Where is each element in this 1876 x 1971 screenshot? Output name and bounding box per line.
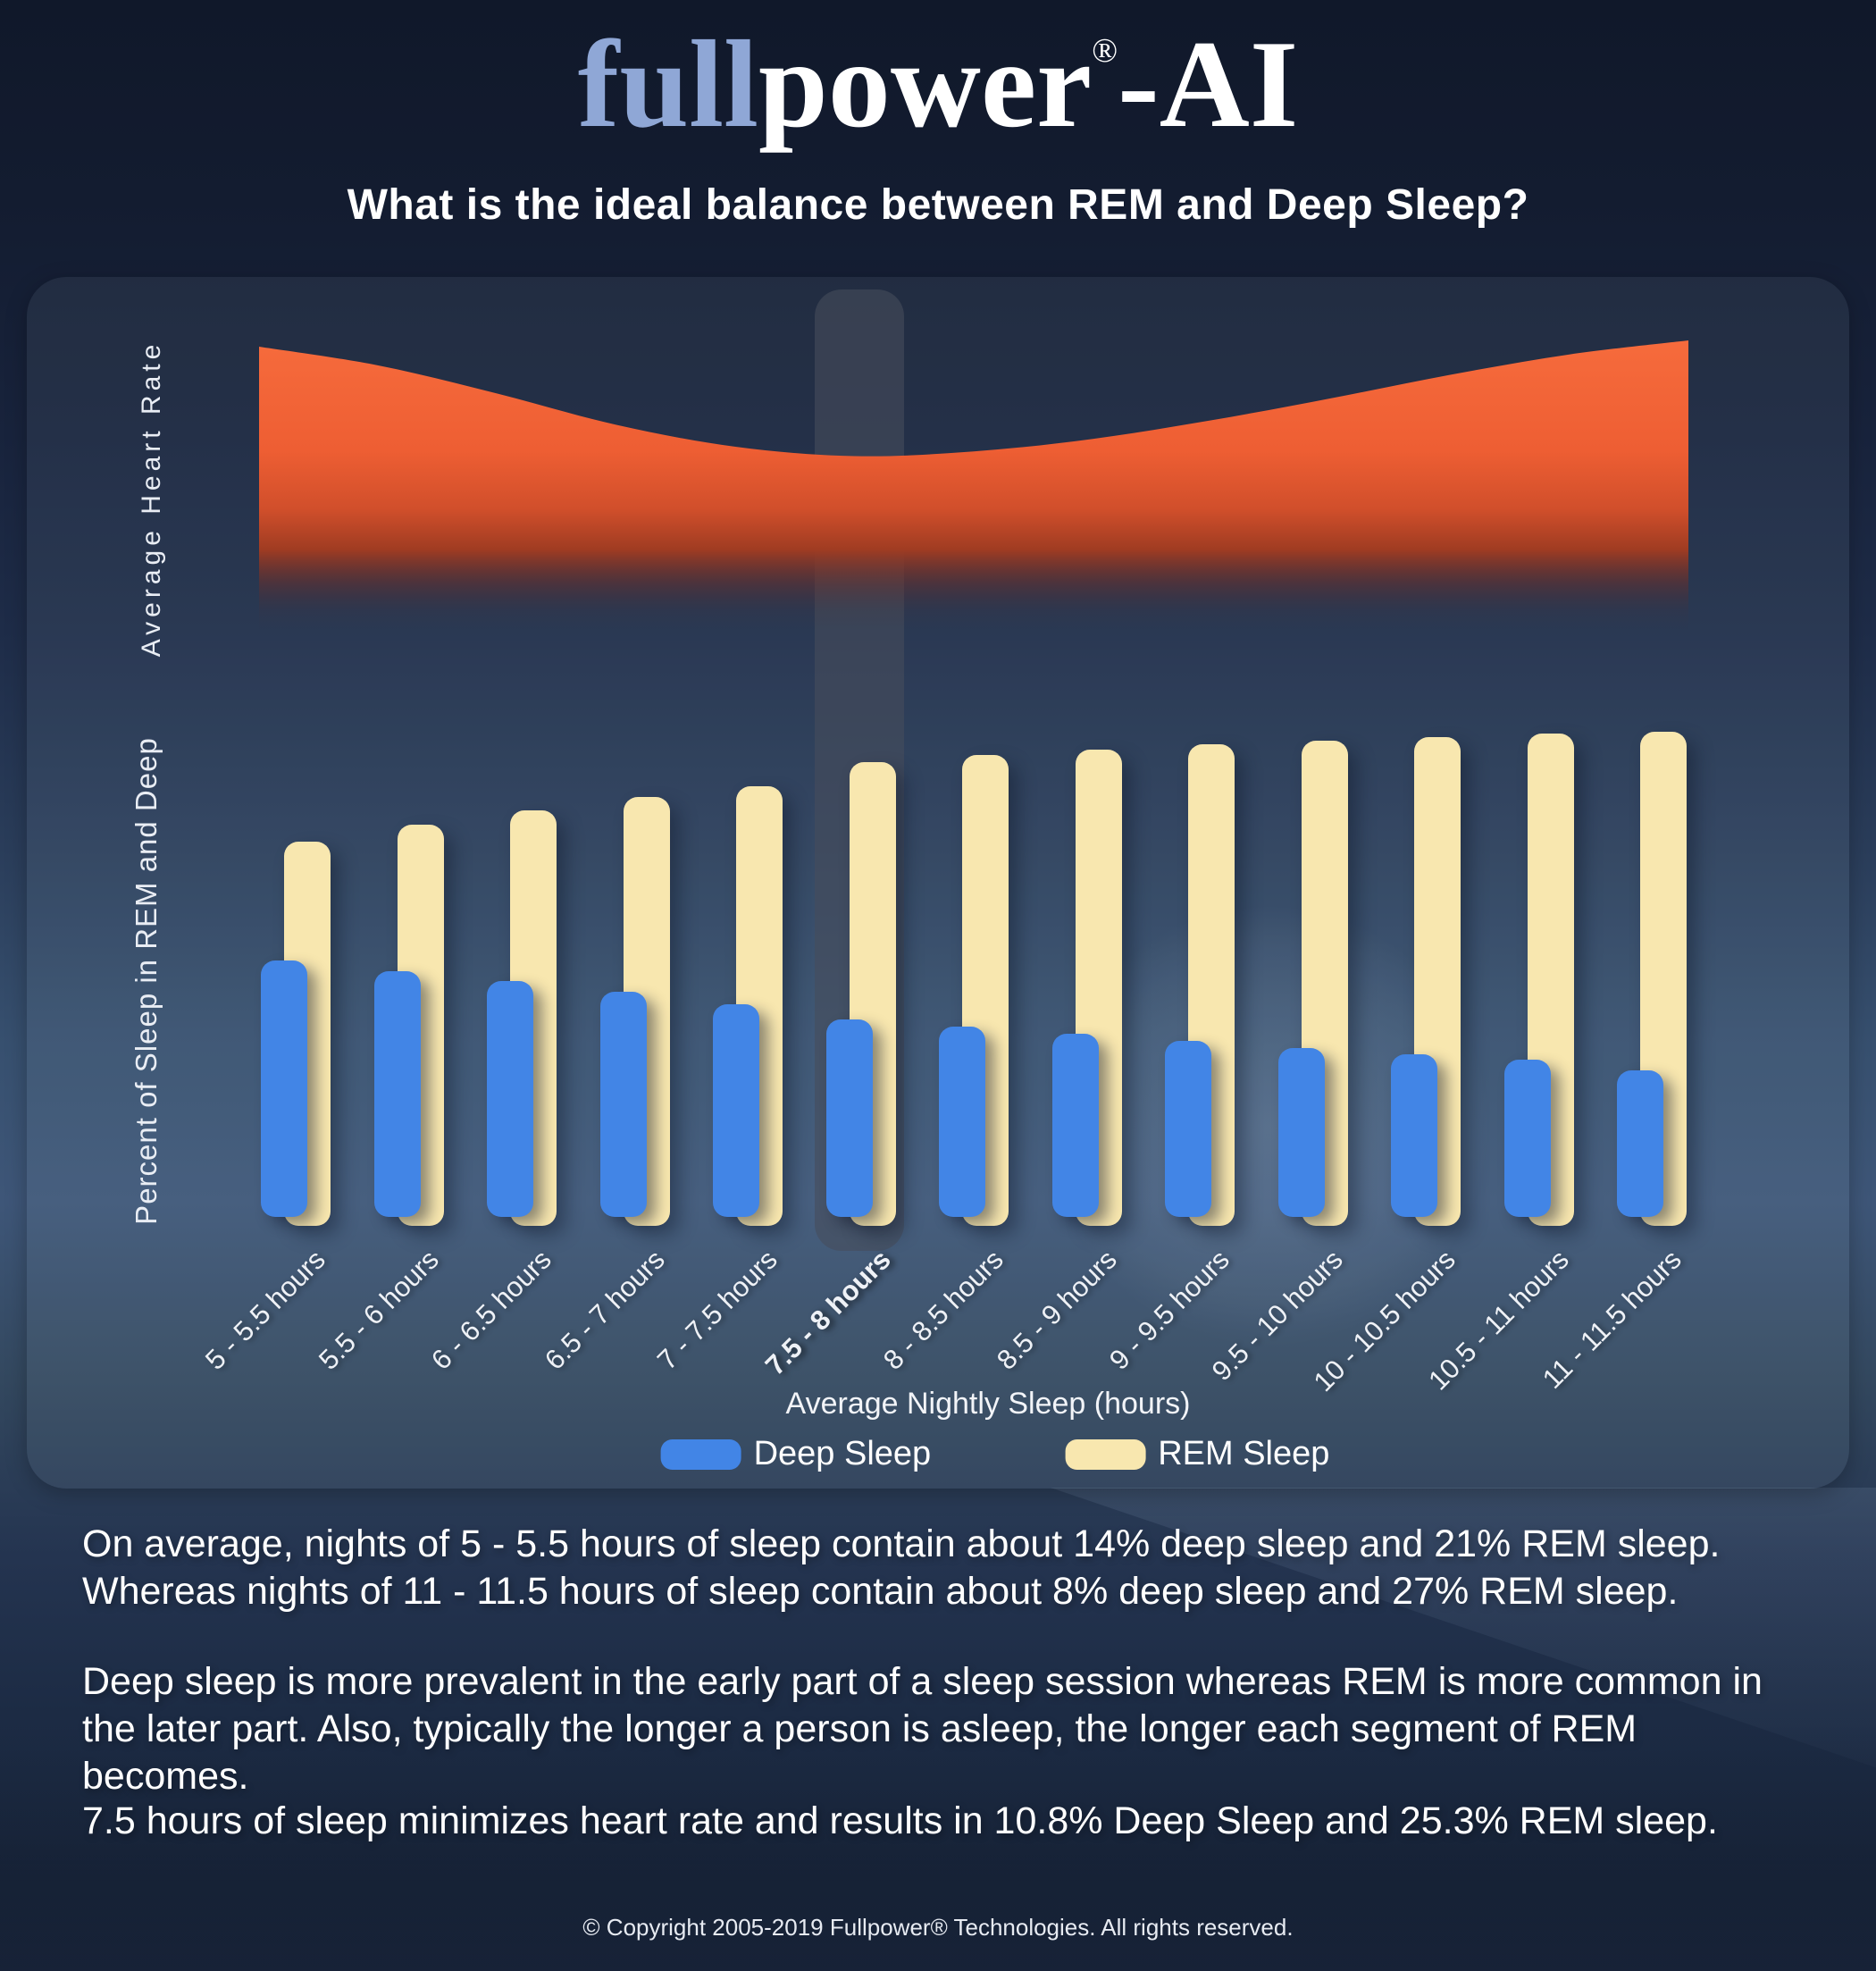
logo-word-ai: -AI	[1118, 15, 1299, 154]
legend-item: Deep Sleep	[660, 1435, 932, 1473]
legend-item: REM Sleep	[1065, 1435, 1329, 1473]
logo-word-full: full	[577, 15, 758, 154]
x-axis-title: Average Nightly Sleep (hours)	[785, 1387, 1191, 1421]
legend: Deep Sleep REM Sleep	[660, 1435, 1329, 1473]
forest-silhouette	[0, 1721, 1876, 1971]
deep-sleep-bar	[487, 980, 533, 1217]
fullpower-ai-logo: fullpower®-AI	[0, 13, 1876, 156]
x-tick-label: 7.5 - 8 hours	[758, 1244, 897, 1381]
paragraph-average-extremes: On average, nights of 5 - 5.5 hours of s…	[82, 1522, 1721, 1613]
bars-layer	[223, 725, 1751, 1226]
deep-sleep-bar	[713, 1004, 759, 1217]
deep-sleep-bar	[939, 1026, 985, 1217]
x-tick-label: 10.5 - 11 hours	[1421, 1244, 1575, 1396]
registered-trademark-icon: ®	[1092, 32, 1118, 70]
page-title: What is the ideal balance between REM an…	[347, 181, 1529, 229]
rem-sleep-swatch	[1065, 1438, 1146, 1470]
legend-label: REM Sleep	[1158, 1435, 1330, 1472]
x-tick-label: 6 - 6.5 hours	[424, 1244, 557, 1376]
deep-sleep-bar	[599, 991, 647, 1217]
x-tick-label: 5.5 - 6 hours	[312, 1244, 445, 1376]
x-tick-label: 10 - 10.5 hours	[1307, 1244, 1461, 1398]
x-tick-label: 8.5 - 9 hours	[990, 1244, 1123, 1376]
deep-sleep-bar	[373, 971, 421, 1217]
deep-sleep-bar	[1165, 1041, 1211, 1217]
logo-word-power: power	[758, 15, 1093, 154]
deep-sleep-swatch	[660, 1438, 741, 1470]
deep-sleep-bar	[1617, 1070, 1663, 1217]
x-tick-label: 9 - 9.5 hours	[1102, 1244, 1235, 1376]
copyright-notice: © Copyright 2005-2019 Fullpower® Technol…	[582, 1914, 1294, 1941]
deep-sleep-bar	[1051, 1034, 1099, 1217]
x-tick-label: 11 - 11.5 hours	[1536, 1244, 1688, 1395]
x-tick-label: 7 - 7.5 hours	[650, 1244, 783, 1376]
x-tick-label: 6.5 - 7 hours	[538, 1244, 671, 1376]
legend-label: Deep Sleep	[753, 1435, 932, 1472]
x-tick-label: 5 - 5.5 hours	[198, 1244, 331, 1376]
x-tick-label: 8 - 8.5 hours	[876, 1244, 1009, 1376]
heart-rate-area-chart	[259, 340, 1688, 631]
deep-sleep-bar	[1503, 1059, 1551, 1217]
paragraph-deep-vs-rem-timing: Deep sleep is more prevalent in the earl…	[82, 1660, 1763, 1798]
deep-sleep-bar	[825, 1019, 873, 1217]
deep-sleep-bar	[261, 960, 307, 1217]
x-tick-label: 9.5 - 10 hours	[1205, 1244, 1349, 1388]
deep-sleep-bar	[1391, 1053, 1437, 1217]
paragraph-optimal-sleep: 7.5 hours of sleep minimizes heart rate …	[82, 1799, 1718, 1842]
heart-rate-area-path	[259, 340, 1688, 631]
deep-sleep-bar	[1277, 1048, 1325, 1217]
